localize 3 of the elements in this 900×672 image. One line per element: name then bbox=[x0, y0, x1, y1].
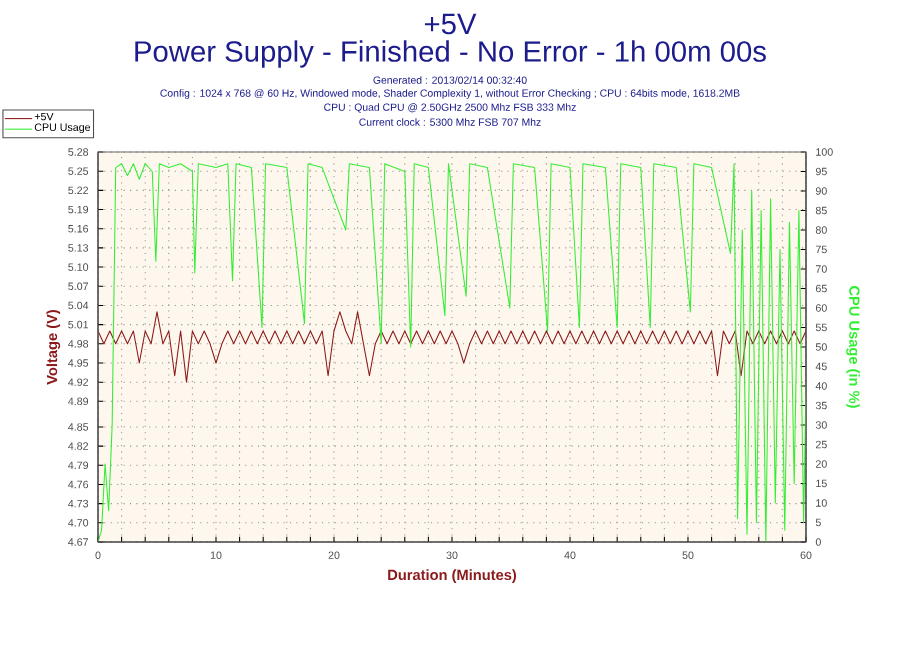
line-series bbox=[98, 311, 806, 383]
chart-subtitle: Power Supply - Finished - No Error - 1h 00m 00s bbox=[135, 40, 766, 68]
chart-title: +5V bbox=[424, 13, 477, 35]
